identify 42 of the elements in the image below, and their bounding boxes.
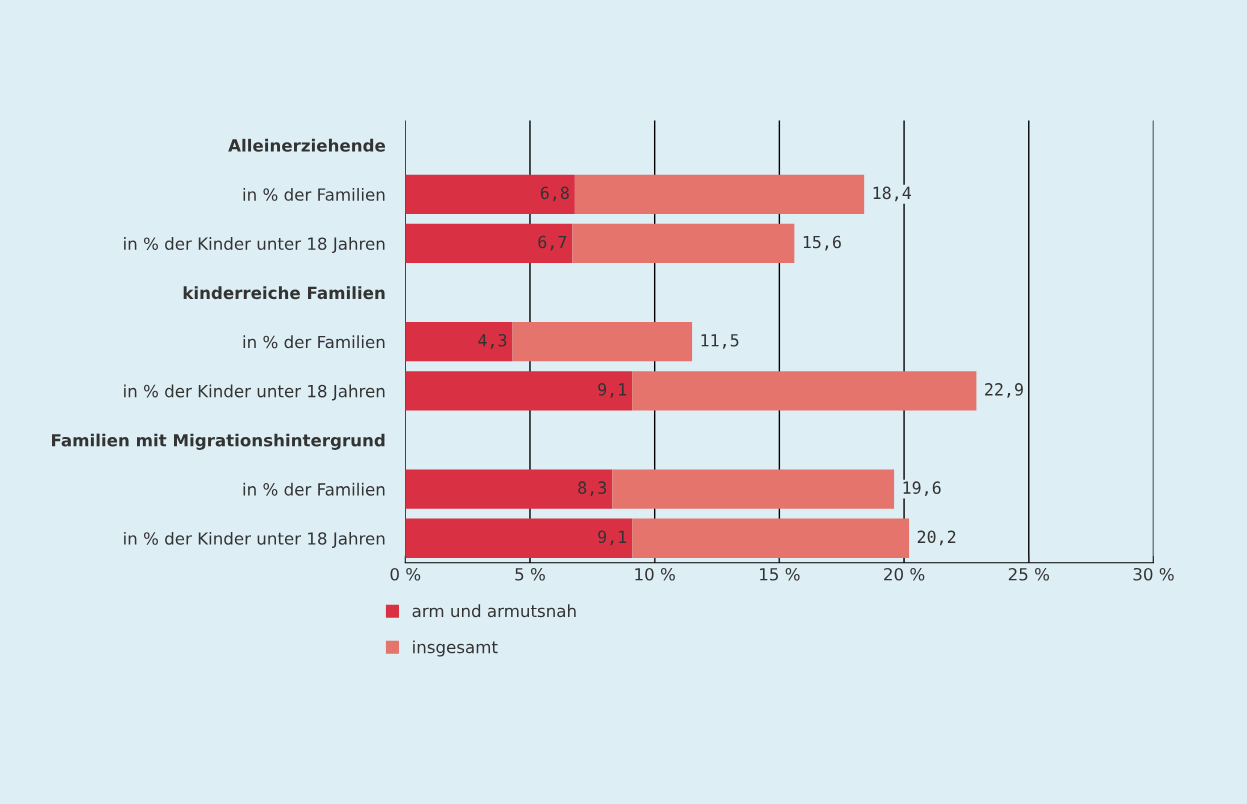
data-label: 8,3 xyxy=(578,481,607,497)
bar xyxy=(632,518,910,558)
bar xyxy=(405,518,633,558)
bar xyxy=(405,174,575,214)
y-tick-label: Alleinerziehende xyxy=(228,138,386,152)
bar xyxy=(405,322,513,362)
data-label: 9,1 xyxy=(598,383,627,398)
x-tick-label: 10 % xyxy=(635,567,675,581)
x-tick-label: 25 % xyxy=(1008,567,1050,581)
data-label: 6,7 xyxy=(538,235,567,251)
bar xyxy=(405,469,613,509)
bar xyxy=(612,469,895,509)
y-tick-label: in % der Familien xyxy=(243,187,385,201)
total-label: 19,6 xyxy=(903,481,941,497)
data-label: 4,3 xyxy=(478,333,507,349)
x-tick-label: 0 % xyxy=(390,567,421,581)
data-label: 6,8 xyxy=(540,186,569,202)
total-label: 20,2 xyxy=(917,530,956,546)
y-tick-label: in % der Kinder unter 18 Jahren xyxy=(124,531,385,548)
x-tick-label: 30 % xyxy=(1133,567,1174,581)
bar xyxy=(632,371,977,411)
x-tick-label: 15 % xyxy=(760,567,800,581)
bar xyxy=(405,223,573,264)
y-tick-label: in % der Kinder unter 18 Jahren xyxy=(124,237,385,254)
legend-label: arm und armutsnah xyxy=(412,604,576,618)
y-tick-label: in % der Familien xyxy=(243,335,385,349)
y-tick-label: Familien mit Migrationshintergrund xyxy=(52,433,385,450)
total-label: 18,4 xyxy=(873,186,911,202)
x-tick-label: 5 % xyxy=(515,567,545,581)
data-label: 9,1 xyxy=(598,530,627,546)
bar xyxy=(512,322,693,362)
total-label: 15,6 xyxy=(803,235,841,251)
y-tick-label: in % der Kinder unter 18 Jahren xyxy=(124,384,385,401)
total-label: 22,9 xyxy=(985,383,1023,398)
bar xyxy=(405,371,633,411)
y-tick-label: in % der Familien xyxy=(243,482,385,496)
y-tick-label: kinderreiche Familien xyxy=(183,286,385,300)
x-tick-label: 20 % xyxy=(884,567,925,581)
total-label: 11,5 xyxy=(701,334,739,349)
bar xyxy=(572,223,795,264)
legend-label: insgesamt xyxy=(413,640,498,657)
bar xyxy=(574,174,865,214)
